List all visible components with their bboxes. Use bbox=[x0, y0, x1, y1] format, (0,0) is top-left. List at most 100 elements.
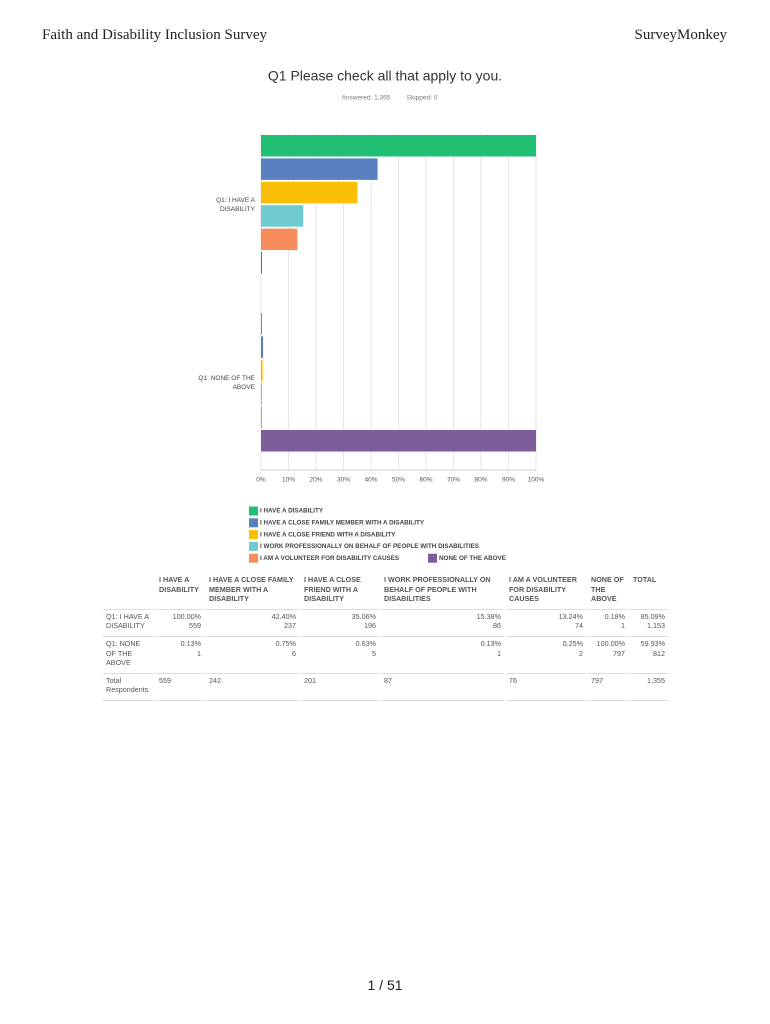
legend-swatch bbox=[428, 553, 437, 563]
bar bbox=[261, 205, 304, 227]
total-cell: 797 bbox=[587, 673, 630, 701]
legend-swatch bbox=[249, 541, 258, 551]
total-cell: 87 bbox=[380, 673, 506, 701]
x-tick-label: 20% bbox=[309, 477, 322, 484]
x-tick-label: 80% bbox=[474, 477, 487, 484]
header-row: I HAVE A DISABILITY I HAVE A CLOSE FAMILY… bbox=[103, 573, 670, 610]
bar bbox=[261, 158, 378, 180]
data-cell: 0.18% 1 bbox=[587, 609, 630, 637]
category-label: Q1: NONE OF THE ABOVE bbox=[198, 375, 255, 392]
x-tick-label: 100% bbox=[528, 477, 545, 484]
data-cell: 0.13% 1 bbox=[155, 636, 206, 674]
x-tick-label: 10% bbox=[282, 477, 295, 484]
count: 86 bbox=[493, 621, 501, 631]
bar bbox=[261, 135, 536, 157]
count: 6 bbox=[292, 648, 296, 658]
percent: 0.18% bbox=[604, 611, 625, 621]
data-cell: 59.93% 812 bbox=[629, 636, 670, 674]
percent: 0.13% bbox=[480, 638, 501, 648]
row-label: Q1: NONE OF THE ABOVE bbox=[103, 636, 156, 674]
row-label: Total Respondents bbox=[103, 673, 156, 701]
percent: 13.24% bbox=[558, 611, 583, 621]
percent: 0.63% bbox=[355, 638, 376, 648]
data-cell: 35.06% 196 bbox=[300, 609, 381, 637]
percent: 100.00% bbox=[172, 611, 201, 621]
total-cell: 201 bbox=[300, 673, 381, 701]
chart: Q1 Please check all that apply to you. A… bbox=[249, 68, 545, 563]
percent: 0.75% bbox=[275, 638, 296, 648]
results-table: I HAVE A DISABILITY I HAVE A CLOSE FAMILY… bbox=[103, 573, 670, 701]
legend-label: I WORK PROFESSIONALLY ON BEHALF OF PEOPL… bbox=[260, 543, 479, 550]
skipped: Skipped: 0 bbox=[407, 95, 438, 102]
count: 196 bbox=[364, 621, 376, 631]
data-cell: 100.00% 797 bbox=[587, 636, 630, 674]
legend-swatch bbox=[249, 518, 258, 528]
count: 2 bbox=[579, 648, 583, 658]
answered: Answered: 1,355 bbox=[342, 95, 391, 102]
total-cell: 559 bbox=[155, 673, 206, 701]
data-cell: 0.13% 1 bbox=[380, 636, 506, 674]
total-cell: 242 bbox=[205, 673, 301, 701]
percent: 59.93% bbox=[640, 638, 665, 648]
legend-swatch bbox=[249, 553, 258, 563]
x-tick-label: 0% bbox=[256, 477, 266, 484]
count: 797 bbox=[613, 648, 625, 658]
percent: 35.06% bbox=[351, 611, 376, 621]
column-header: I AM A VOLUNTEER FOR DISABILITY CAUSES bbox=[505, 573, 588, 610]
count: 237 bbox=[284, 621, 296, 631]
total-cell: 76 bbox=[505, 673, 588, 701]
percent: 100.00% bbox=[596, 638, 625, 648]
x-tick-label: 90% bbox=[502, 477, 515, 484]
bar bbox=[261, 383, 262, 405]
legend-label: I HAVE A DISABILITY bbox=[260, 508, 324, 515]
corner-cell bbox=[103, 573, 156, 610]
legend-label: I HAVE A CLOSE FRIEND WITH A DISABILITY bbox=[260, 531, 396, 538]
percent: 0.25% bbox=[562, 638, 583, 648]
count: 812 bbox=[653, 648, 665, 658]
bar bbox=[261, 252, 262, 274]
x-tick-label: 70% bbox=[447, 477, 460, 484]
bar bbox=[261, 359, 263, 382]
column-header: TOTAL bbox=[629, 573, 670, 610]
data-cell: 100.00% 559 bbox=[155, 609, 206, 637]
page-number: 1 / 51 bbox=[367, 977, 403, 993]
count: 1 bbox=[197, 648, 201, 658]
x-tick-label: 50% bbox=[392, 477, 405, 484]
bar bbox=[261, 313, 262, 335]
count: 74 bbox=[575, 621, 583, 631]
x-tick-label: 60% bbox=[419, 477, 432, 484]
data-cell: 15.38% 86 bbox=[380, 609, 506, 637]
legend-label: I AM A VOLUNTEER FOR DISABILITY CAUSES bbox=[260, 555, 399, 562]
legend-label: NONE OF THE ABOVE bbox=[439, 555, 506, 562]
legend-label: I HAVE A CLOSE FAMILY MEMBER WITH A DISA… bbox=[260, 519, 425, 526]
column-header: I HAVE A DISABILITY bbox=[155, 573, 206, 610]
brand: SurveyMonkey bbox=[634, 27, 728, 43]
percent: 0.13% bbox=[180, 638, 201, 648]
percent: 85.09% bbox=[640, 611, 665, 621]
row-label: Q1: I HAVE A DISABILITY bbox=[103, 609, 156, 637]
count: 1,153 bbox=[647, 621, 665, 631]
bar bbox=[261, 430, 536, 452]
bar bbox=[261, 181, 358, 204]
total-cell: 1,355 bbox=[629, 673, 670, 701]
column-header: I HAVE A CLOSE FAMILY MEMBER WITH A DISA… bbox=[205, 573, 301, 610]
data-cell: 0.25% 2 bbox=[505, 636, 588, 674]
bar bbox=[261, 336, 264, 358]
legend-swatch bbox=[249, 530, 258, 540]
bar bbox=[261, 228, 298, 251]
column-header: I WORK PROFESSIONALLY ON BEHALF OF PEOPL… bbox=[380, 573, 506, 610]
table-row: Q1: I HAVE A DISABILITY 100.00% 559 42.40% 2… bbox=[103, 609, 670, 637]
x-tick-label: 40% bbox=[364, 477, 377, 484]
column-header: NONE OF THE ABOVE bbox=[587, 573, 630, 610]
table-row: Q1: NONE OF THE ABOVE 0.13% 1 0.75% 6 0.63% 5 0… bbox=[103, 636, 670, 674]
percent: 15.38% bbox=[476, 611, 501, 621]
column-header: I HAVE A CLOSE FRIEND WITH A DISABILITY bbox=[300, 573, 381, 610]
data-cell: 0.63% 5 bbox=[300, 636, 381, 674]
data-cell: 42.40% 237 bbox=[205, 609, 301, 637]
legend-swatch bbox=[249, 506, 258, 516]
count: 1 bbox=[621, 621, 625, 631]
count: 559 bbox=[189, 621, 201, 631]
count: 1 bbox=[497, 648, 501, 658]
document-title: Faith and Disability Inclusion Survey bbox=[42, 27, 267, 43]
percent: 42.40% bbox=[271, 611, 296, 621]
